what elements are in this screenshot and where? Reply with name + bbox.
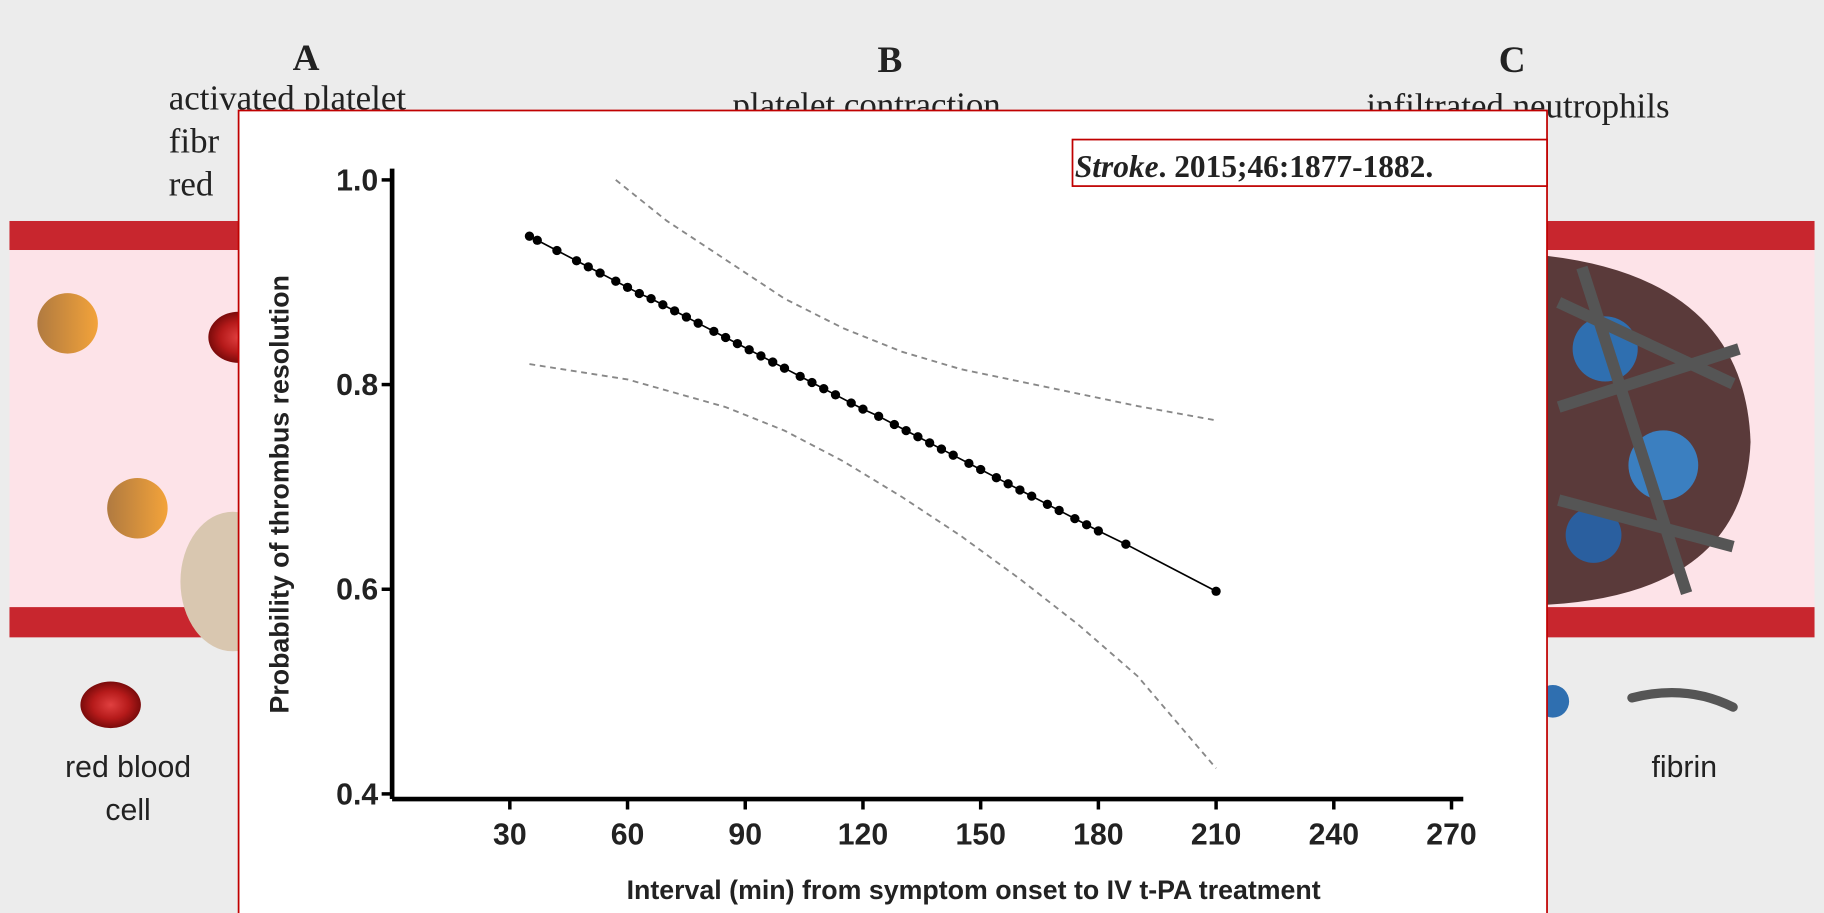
- data-point: [524, 231, 535, 241]
- data-point: [681, 312, 692, 322]
- platelet-icon: [37, 293, 98, 354]
- panel-letter: B: [877, 40, 902, 81]
- y-axis-label: Probability of thrombus resolution: [265, 275, 295, 713]
- data-point: [1081, 520, 1092, 530]
- data-point: [936, 444, 947, 454]
- x-tick-label: 270: [1426, 818, 1476, 851]
- data-point: [744, 345, 754, 355]
- x-tick-label: 240: [1309, 818, 1359, 851]
- data-point: [913, 432, 923, 442]
- panel-letter: C: [1499, 40, 1526, 81]
- data-point: [819, 384, 829, 394]
- data-point: [889, 419, 900, 430]
- y-tick-label: 1.0: [336, 164, 378, 197]
- citation-box: [1071, 138, 1548, 187]
- data-point: [795, 371, 805, 382]
- data-point: [779, 363, 790, 373]
- plot: Interval (min) from symptom onset to IV …: [265, 164, 1477, 905]
- data-point: [976, 464, 986, 475]
- data-point: [669, 306, 680, 316]
- x-axis-label: Interval (min) from symptom onset to IV …: [627, 875, 1321, 905]
- data-point: [1015, 485, 1025, 495]
- data-point: [830, 390, 841, 400]
- citation: Stroke. 2015;46:1877-1882.: [1075, 149, 1433, 184]
- y-tick-label: 0.4: [336, 778, 378, 811]
- data-point: [595, 268, 605, 278]
- legend-text: cell: [105, 794, 150, 827]
- citation-journal: Stroke: [1075, 149, 1159, 184]
- data-point: [611, 276, 621, 286]
- data-point: [583, 262, 593, 272]
- data-point: [807, 377, 817, 388]
- fibrin-icon: [1627, 687, 1738, 712]
- legend-text: red blood: [65, 751, 191, 784]
- x-tick-label: 150: [955, 818, 1005, 851]
- x-tick-label: 180: [1073, 818, 1123, 851]
- panel-text: fibr: [169, 121, 220, 160]
- data-point: [720, 332, 731, 343]
- data-point: [693, 318, 703, 328]
- panel-letter: A: [293, 38, 320, 79]
- y-tick-label: 0.8: [336, 369, 378, 402]
- data-point: [925, 438, 935, 448]
- confidence-band: [615, 179, 1217, 422]
- neutrophil-icon: [1565, 507, 1622, 563]
- platelet-icon: [107, 478, 168, 539]
- data-point: [901, 425, 911, 436]
- data-point: [1121, 539, 1131, 549]
- data-point: [634, 288, 644, 299]
- data-point: [948, 450, 958, 460]
- chart-panel: [237, 109, 1548, 913]
- legend-text: fibrin: [1652, 751, 1718, 784]
- data-point: [1093, 526, 1104, 536]
- data-point: [709, 326, 719, 337]
- data-point: [768, 357, 778, 367]
- data-point: [858, 404, 868, 414]
- data-point: [756, 351, 766, 361]
- data-point: [964, 458, 974, 469]
- data-point: [532, 235, 542, 245]
- data-point: [646, 293, 656, 304]
- data-point: [658, 300, 668, 310]
- data-point: [1054, 505, 1064, 516]
- x-tick-label: 30: [493, 818, 527, 851]
- x-tick-label: 90: [728, 818, 762, 851]
- x-tick-label: 210: [1191, 818, 1241, 851]
- data-point: [571, 256, 582, 266]
- data-point: [1211, 586, 1221, 596]
- fibrin-mesh: [1556, 265, 1741, 595]
- y-tick-label: 0.6: [336, 574, 378, 607]
- citation-reference: . 2015;46:1877-1882.: [1159, 149, 1434, 184]
- data-point: [552, 245, 562, 256]
- data-point: [1003, 479, 1013, 489]
- data-point: [991, 473, 1002, 483]
- data-point: [1042, 499, 1053, 509]
- panel-text: red: [169, 164, 214, 203]
- x-tick-label: 60: [611, 818, 645, 851]
- data-point: [622, 282, 633, 293]
- data-point: [874, 411, 884, 421]
- data-point: [846, 398, 856, 408]
- data-point: [1070, 513, 1080, 524]
- x-tick-label: 120: [838, 818, 888, 851]
- confidence-band: [529, 363, 1217, 769]
- data-point: [1027, 491, 1037, 501]
- rbc-icon: [80, 681, 141, 729]
- data-point: [732, 338, 743, 349]
